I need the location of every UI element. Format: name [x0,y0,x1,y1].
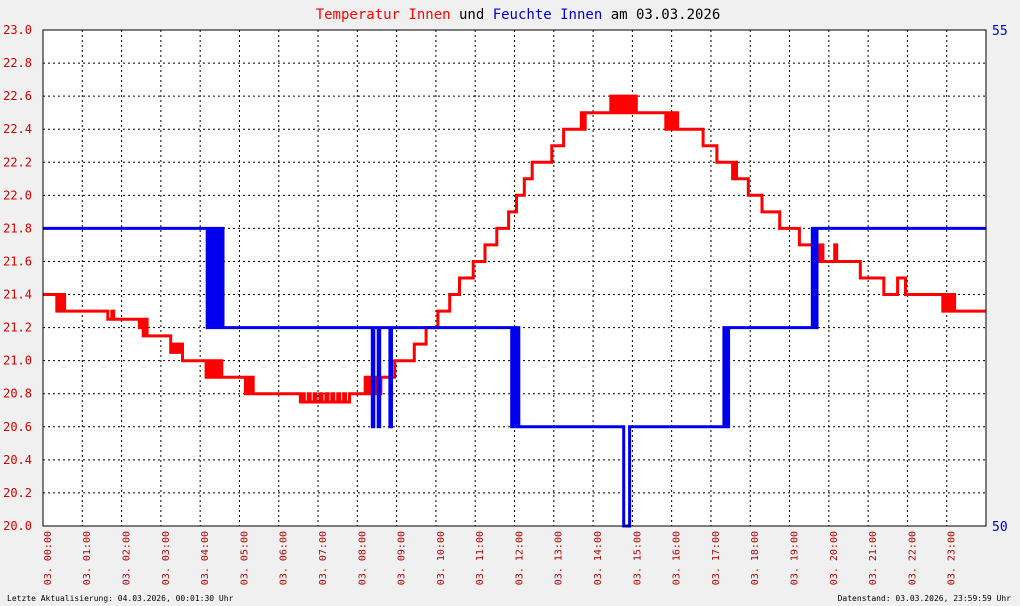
left-tick-label: 21.0 [3,354,32,368]
footer-last-update: Letzte Aktualisierung: 04.03.2026, 00:01… [7,594,234,603]
right-tick-label: 55 [992,24,1008,39]
chart-title: Temperatur Innen und Feuchte Innen am 03… [316,7,721,23]
left-tick-label: 22.6 [3,89,32,103]
left-axis-ticks: 20.0 20.2 20.4 20.6 20.8 21.0 21.2 21.4 21.6 21.8… [3,23,32,533]
x-tick-label: 03. 22:00 [907,531,918,585]
x-tick-label: 03. 11:00 [475,531,486,585]
x-tick-label: 03. 19:00 [789,531,800,585]
x-tick-label: 03. 06:00 [279,531,290,585]
left-tick-label: 21.2 [3,321,32,335]
x-tick-label: 03. 20:00 [829,531,840,585]
left-tick-label: 20.0 [3,519,32,533]
left-tick-label: 20.4 [3,453,32,467]
feuchte-innen-line [43,226,986,528]
x-axis-ticks: 03. 00:00 03. 01:00 03. 02:00 03. 03:00 03. … [43,531,958,585]
footer-data-status: Datenstand: 03.03.2026, 23:59:59 Uhr [838,594,1012,603]
left-tick-label: 23.0 [3,23,32,37]
series-layer [43,94,986,528]
title-part: und [451,7,493,23]
left-tick-label: 22.4 [3,122,32,136]
left-tick-label: 20.6 [3,420,32,434]
x-tick-label: 03. 10:00 [436,531,447,585]
left-tick-label: 22.0 [3,188,32,202]
x-tick-label: 03. 12:00 [514,531,525,585]
title-part: am 03.03.2026 [602,7,720,23]
temperatur-innen-line [43,94,986,404]
x-tick-label: 03. 23:00 [947,531,958,585]
x-tick-label: 03. 13:00 [554,531,565,585]
right-axis-ticks: 50 55 [992,24,1008,535]
plot-frame [42,29,987,527]
x-tick-label: 03. 03:00 [161,531,172,585]
x-tick-label: 03. 14:00 [593,531,604,585]
right-tick-label: 50 [992,520,1008,535]
title-part: Temperatur Innen [316,7,451,23]
left-tick-label: 22.2 [3,155,32,169]
x-tick-label: 03. 01:00 [82,531,93,585]
x-tick-label: 03. 15:00 [632,531,643,585]
left-tick-label: 21.8 [3,221,32,235]
left-tick-label: 20.2 [3,486,32,500]
title-part: Feuchte Innen [493,7,603,23]
x-tick-label: 03. 16:00 [672,531,683,585]
x-tick-label: 03. 05:00 [239,531,250,585]
x-tick-label: 03. 08:00 [357,531,368,585]
left-tick-label: 21.4 [3,288,32,302]
x-tick-label: 03. 07:00 [318,531,329,585]
x-tick-label: 03. 21:00 [868,531,879,585]
x-tick-label: 03. 18:00 [750,531,761,585]
x-tick-label: 03. 17:00 [711,531,722,585]
left-tick-label: 21.6 [3,254,32,268]
x-tick-label: 03. 02:00 [122,531,133,585]
left-tick-label: 20.8 [3,387,32,401]
left-tick-label: 22.8 [3,56,32,70]
x-tick-label: 03. 04:00 [200,531,211,585]
x-tick-label: 03. 00:00 [43,531,54,585]
plot-area [42,29,987,527]
x-tick-label: 03. 09:00 [397,531,408,585]
